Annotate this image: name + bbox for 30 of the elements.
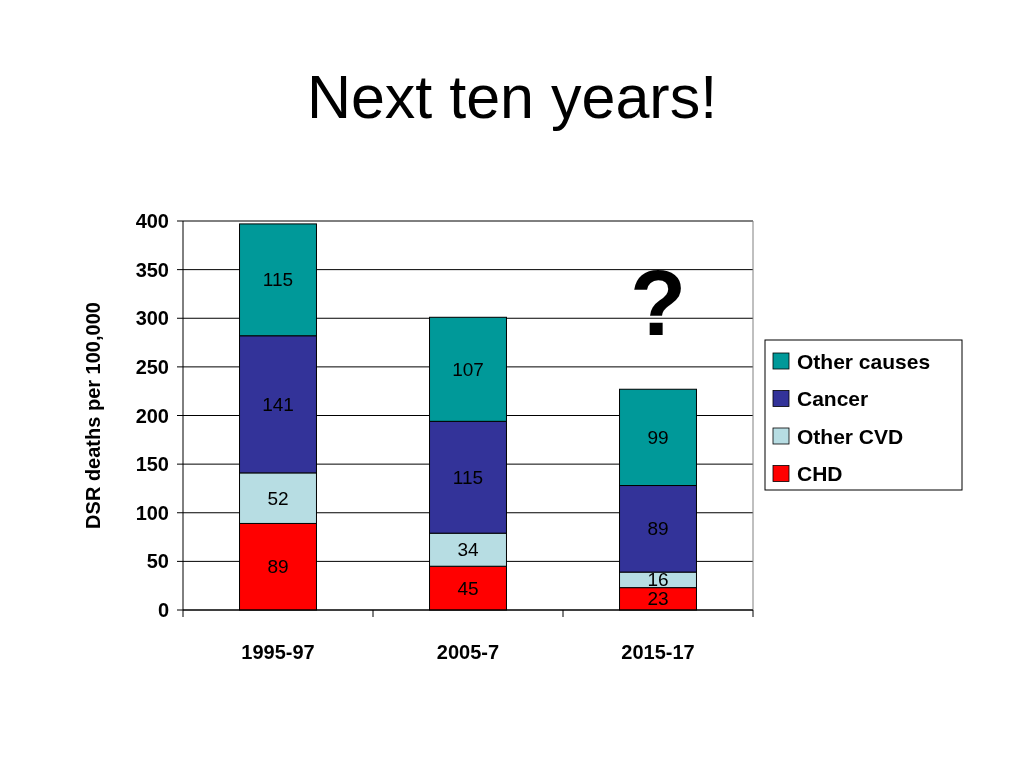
legend-label: Other CVD [797, 424, 904, 448]
legend-label: Other causes [797, 349, 931, 373]
data-label: 89 [647, 518, 669, 540]
legend-label: CHD [797, 462, 843, 485]
data-label: 23 [647, 588, 669, 610]
y-tick-label: 400 [135, 210, 169, 232]
chart-title: Next ten years! [306, 63, 718, 131]
data-label: 115 [452, 466, 484, 488]
y-tick-label: 250 [135, 355, 169, 378]
y-tick-label: 200 [135, 404, 169, 427]
y-tick-label: 50 [146, 550, 169, 573]
data-label: 52 [267, 487, 289, 509]
data-label: 16 [647, 569, 669, 591]
data-label: 99 [647, 426, 669, 448]
y-axis-title: DSR deaths per 100,000 [82, 302, 104, 529]
x-tick-label: 2015-17 [621, 641, 695, 663]
x-tick-label: 1995-97 [241, 641, 315, 663]
y-tick-label: 0 [157, 599, 169, 621]
y-tick-label: 100 [135, 501, 169, 524]
y-tick-label: 300 [135, 307, 169, 330]
legend-label: Cancer [797, 387, 869, 410]
x-tick-label: 2005-7 [436, 641, 500, 663]
data-label: 115 [262, 269, 294, 291]
data-label: 89 [267, 556, 289, 578]
y-tick-label: 350 [135, 258, 169, 281]
y-tick-label: 150 [135, 453, 169, 476]
data-label: 45 [457, 577, 479, 599]
data-label: 107 [452, 358, 484, 380]
data-label: 141 [262, 393, 294, 415]
data-label: 34 [457, 539, 479, 561]
